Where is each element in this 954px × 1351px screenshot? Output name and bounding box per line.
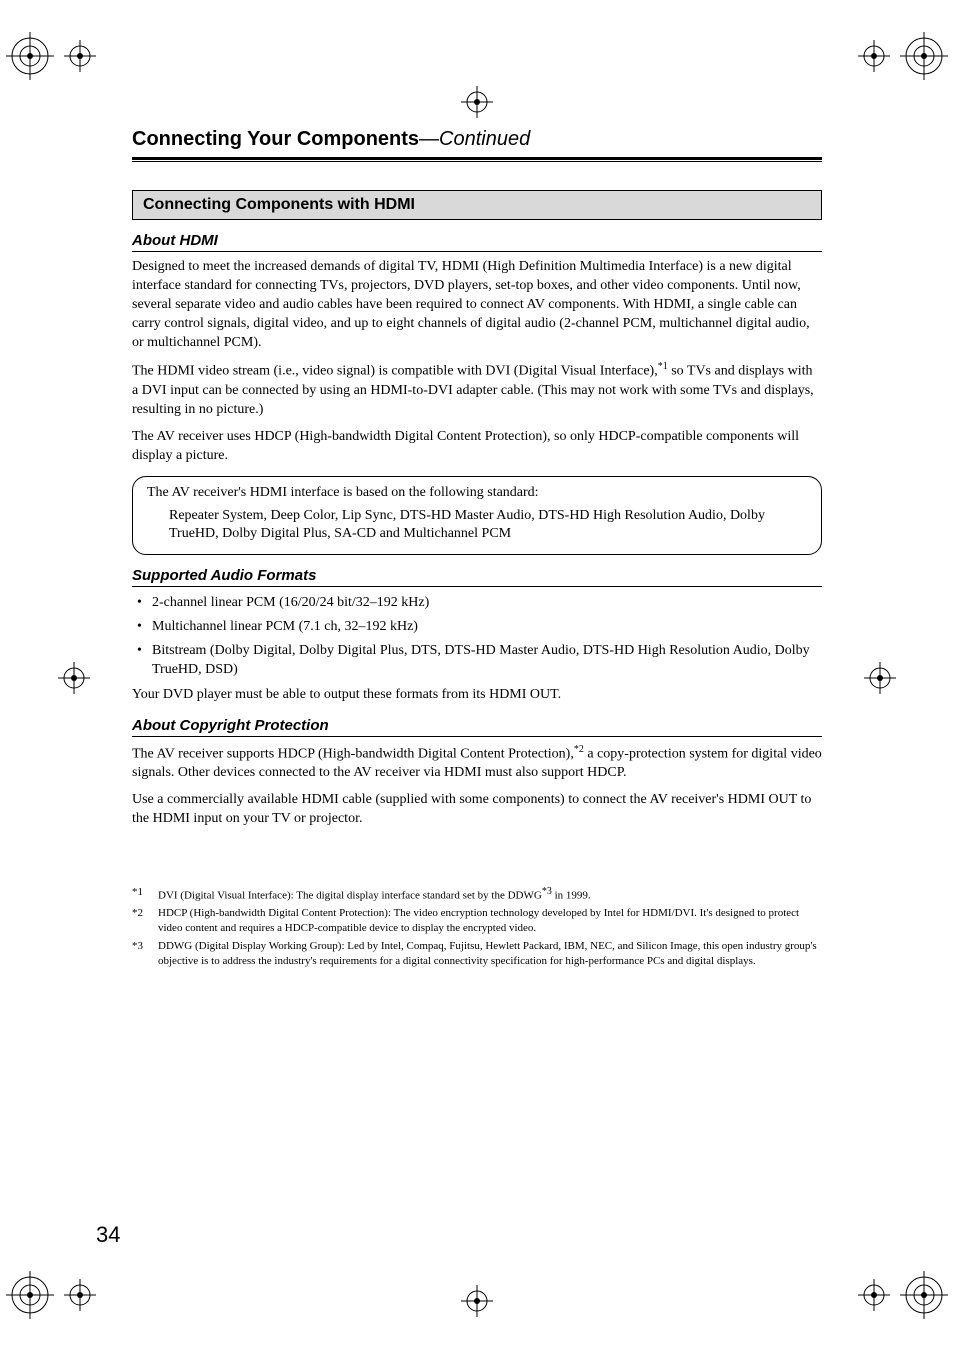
footnote-text: DVI (Digital Visual Interface): The digi… (158, 885, 822, 904)
sub-rule (132, 251, 822, 252)
copyright-heading: About Copyright Protection (132, 717, 822, 734)
list-item: Bitstream (Dolby Digital, Dolby Digital … (132, 641, 822, 680)
crop-mark-top-left-inner (64, 40, 96, 72)
page-content: Connecting Your Components—Continued Con… (132, 128, 822, 972)
crop-mark-bottom-left-inner (64, 1279, 96, 1311)
footnote-text: HDCP (High-bandwidth Digital Content Pro… (158, 906, 822, 936)
list-item: Multichannel linear PCM (7.1 ch, 32–192 … (132, 617, 822, 637)
crop-mark-top-left-corner (6, 32, 54, 80)
sub-rule (132, 736, 822, 737)
copyright-p1-sup: *2 (574, 744, 584, 755)
page-title: Connecting Your Components—Continued (132, 128, 822, 151)
about-hdmi-p1: Designed to meet the increased demands o… (132, 258, 822, 352)
footnote-1a: DVI (Digital Visual Interface): The digi… (158, 889, 542, 901)
crop-mark-bottom-right-corner (900, 1271, 948, 1319)
footnote-3: *3 DDWG (Digital Display Working Group):… (132, 939, 822, 969)
crop-mark-mid-left (58, 662, 90, 694)
audio-formats-heading: Supported Audio Formats (132, 567, 822, 584)
footnote-marker: *1 (132, 885, 158, 904)
about-hdmi-p2: The HDMI video stream (i.e., video signa… (132, 360, 822, 419)
list-item: 2-channel linear PCM (16/20/24 bit/32–19… (132, 593, 822, 613)
hdmi-standard-callout: The AV receiver's HDMI interface is base… (132, 476, 822, 556)
page-number: 34 (96, 1222, 120, 1248)
page-title-continued: —Continued (419, 128, 530, 150)
callout-detail: Repeater System, Deep Color, Lip Sync, D… (169, 507, 807, 545)
crop-mark-bottom-right-inner (858, 1279, 890, 1311)
crop-mark-bottom-left-corner (6, 1271, 54, 1319)
copyright-p1a: The AV receiver supports HDCP (High-band… (132, 746, 574, 761)
page-title-main: Connecting Your Components (132, 128, 419, 150)
section-heading: Connecting Components with HDMI (143, 196, 811, 214)
title-rule-thin (132, 161, 822, 162)
about-hdmi-p2a: The HDMI video stream (i.e., video signa… (132, 364, 658, 379)
footnote-text: DDWG (Digital Display Working Group): Le… (158, 939, 822, 969)
about-hdmi-p3: The AV receiver uses HDCP (High-bandwidt… (132, 428, 822, 466)
footnote-marker: *3 (132, 939, 158, 969)
audio-formats-list: 2-channel linear PCM (16/20/24 bit/32–19… (132, 593, 822, 679)
about-hdmi-heading: About HDMI (132, 232, 822, 249)
sub-rule (132, 586, 822, 587)
crop-mark-top-right-inner (858, 40, 890, 72)
footnote-marker: *2 (132, 906, 158, 936)
footnotes: *1 DVI (Digital Visual Interface): The d… (132, 885, 822, 969)
audio-formats-footer: Your DVD player must be able to output t… (132, 686, 822, 705)
crop-mark-mid-right (864, 662, 896, 694)
about-hdmi-p2-sup: *1 (658, 361, 668, 372)
section-heading-box: Connecting Components with HDMI (132, 190, 822, 220)
copyright-p1: The AV receiver supports HDCP (High-band… (132, 743, 822, 783)
footnote-1b: in 1999. (552, 889, 591, 901)
footnote-1: *1 DVI (Digital Visual Interface): The d… (132, 885, 822, 904)
crop-mark-bottom-center (461, 1285, 493, 1317)
footnote-2: *2 HDCP (High-bandwidth Digital Content … (132, 906, 822, 936)
callout-lead: The AV receiver's HDMI interface is base… (147, 485, 807, 501)
crop-mark-top-center (461, 86, 493, 118)
title-rule-thick (132, 157, 822, 160)
copyright-p2: Use a commercially available HDMI cable … (132, 791, 822, 829)
crop-mark-top-right-corner (900, 32, 948, 80)
footnote-1-sup: *3 (542, 886, 552, 897)
